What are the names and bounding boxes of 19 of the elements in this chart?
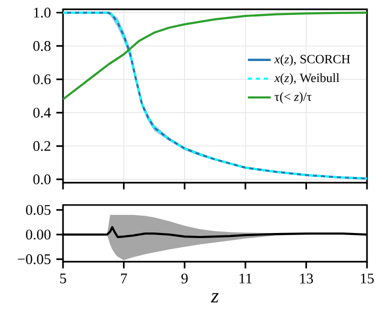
x-axis-title: z: [210, 293, 219, 302]
x-tick-label: 5: [60, 274, 66, 284]
y-tick-label: 0.6: [33, 74, 51, 84]
x-tick-label: 7: [121, 274, 128, 284]
x-tick-label: 9: [181, 274, 188, 284]
y-tick-label: 0.2: [33, 141, 50, 151]
y-tick-label: 0.8: [33, 41, 51, 51]
x-tick-label: 15: [360, 274, 374, 284]
y-tick-label: 0.0: [33, 174, 51, 184]
x-tick-label: 13: [300, 274, 313, 284]
y-tick-label: 0.00: [26, 230, 51, 240]
y-tick-label: −0.05: [18, 254, 51, 264]
legend-label: x(z), Weibull: [274, 73, 340, 85]
y-tick-label: 1.0: [34, 8, 51, 18]
legend-label: x(z), SCORCH: [274, 54, 350, 66]
legend-label: τ(< z)/τ: [274, 92, 312, 104]
x-tick-label: 11: [240, 274, 252, 284]
y-tick-label: 0.4: [33, 108, 51, 118]
y-tick-label: 0.05: [26, 204, 51, 215]
